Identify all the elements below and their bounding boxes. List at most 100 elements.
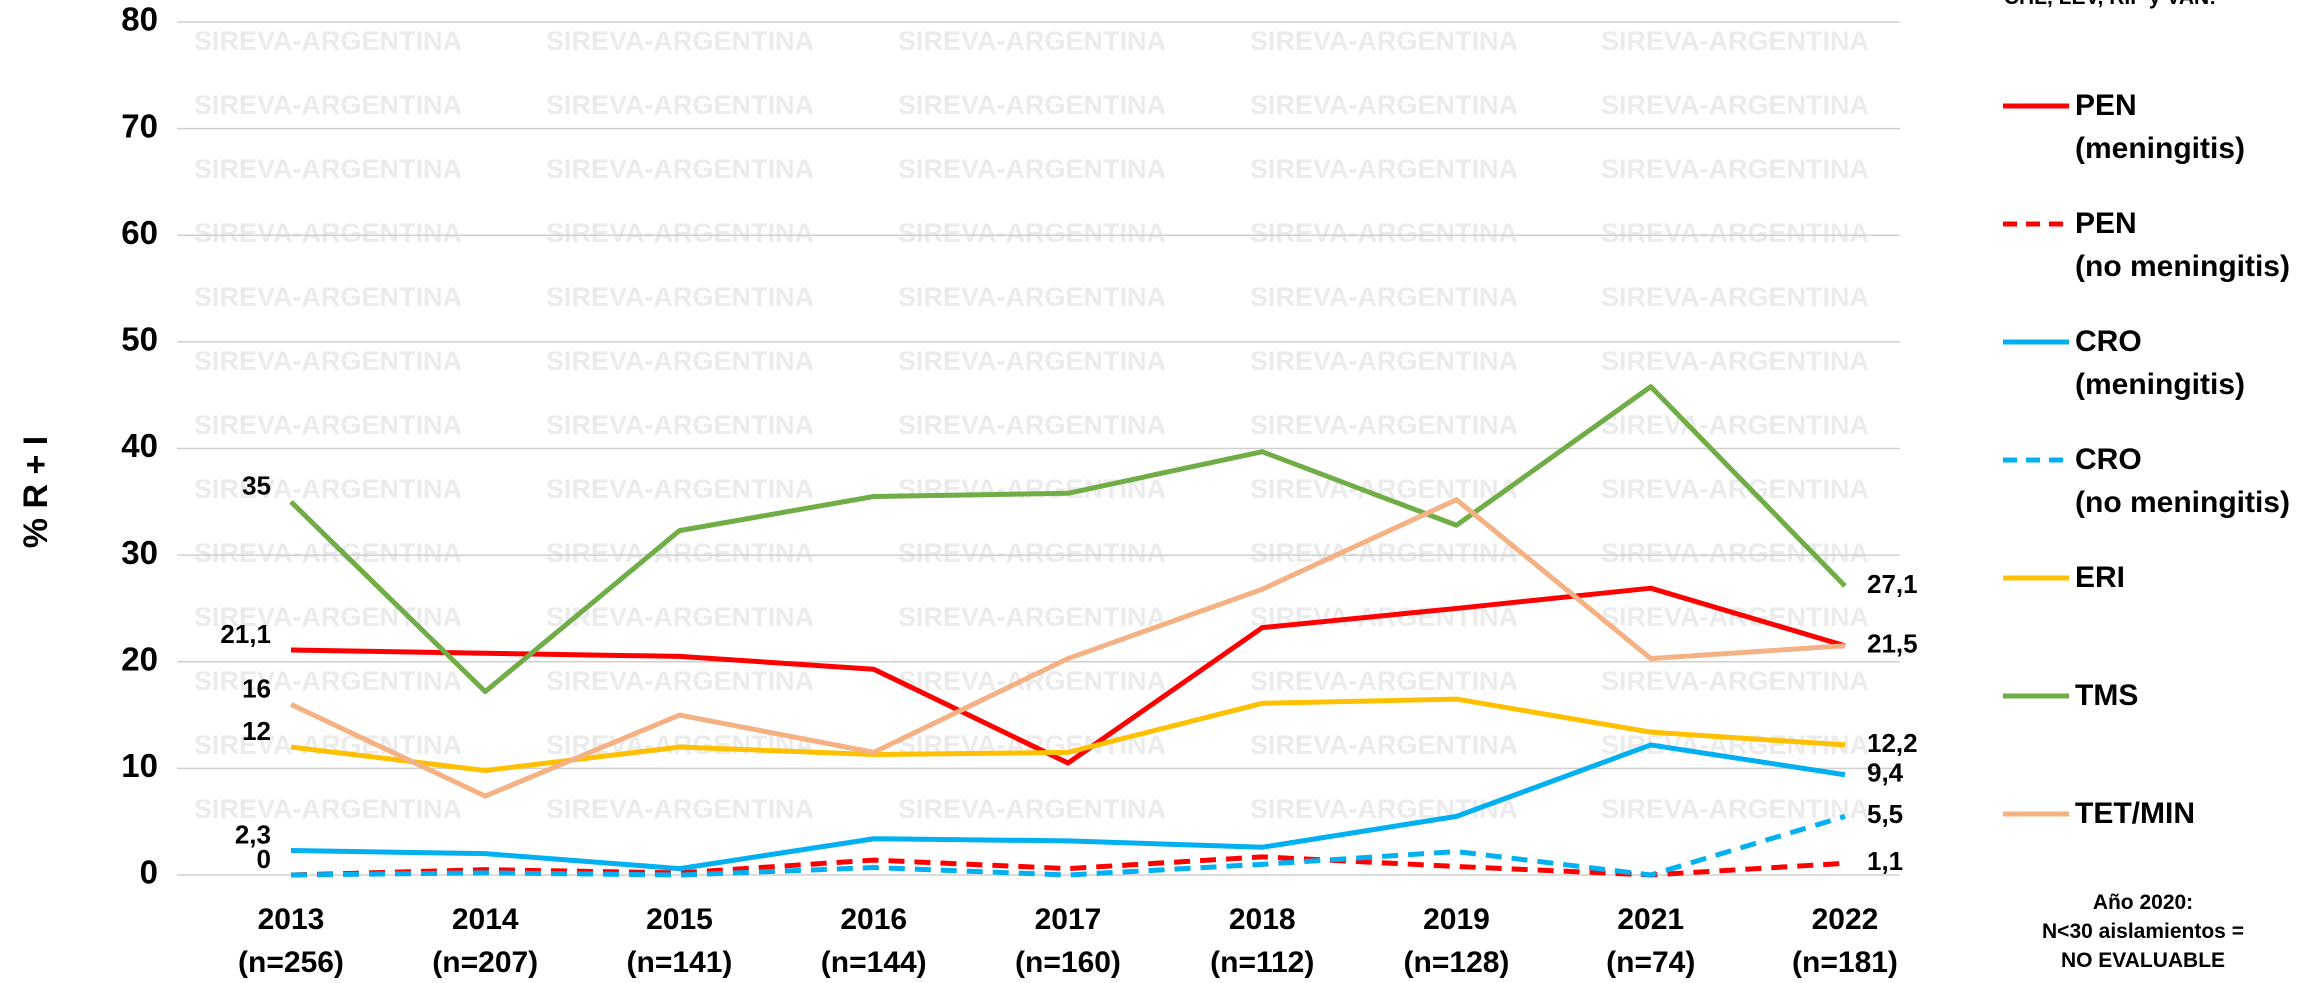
- watermark: SIREVA-ARGENTINA: [194, 794, 462, 824]
- watermark: SIREVA-ARGENTINA: [898, 218, 1166, 248]
- watermark: SIREVA-ARGENTINA: [1601, 666, 1869, 696]
- watermark: SIREVA-ARGENTINA: [898, 90, 1166, 120]
- data-label: 2,3: [235, 819, 271, 849]
- watermark: SIREVA-ARGENTINA: [194, 474, 462, 504]
- watermark: SIREVA-ARGENTINA: [1250, 410, 1518, 440]
- watermark: SIREVA-ARGENTINA: [1601, 26, 1869, 56]
- legend-label: PEN (meningitis): [2075, 89, 2245, 165]
- series-line: [289, 497, 1846, 799]
- legend-title: CHL, LEV, RIF y VAN:: [1960, 0, 2260, 10]
- y-tick-label: 40: [121, 427, 158, 464]
- watermark: SIREVA-ARGENTINA: [546, 26, 814, 56]
- watermark: SIREVA-ARGENTINA: [1601, 602, 1869, 632]
- legend-label: CRO (no meningitis): [2075, 443, 2290, 519]
- watermark: SIREVA-ARGENTINA: [194, 282, 462, 312]
- data-label: 21,1: [220, 619, 271, 649]
- watermark: SIREVA-ARGENTINA: [546, 794, 814, 824]
- watermark: SIREVA-ARGENTINA: [1601, 474, 1869, 504]
- y-tick-label: 10: [121, 747, 158, 784]
- x-tick-label: 2014 (n=207): [432, 903, 539, 979]
- watermark: SIREVA-ARGENTINA: [898, 538, 1166, 568]
- watermark: SIREVA-ARGENTINA: [546, 282, 814, 312]
- data-label: 16: [242, 673, 271, 703]
- x-tick-label: 2015 (n=141): [626, 903, 733, 979]
- watermark: SIREVA-ARGENTINA: [898, 346, 1166, 376]
- watermark: SIREVA-ARGENTINA: [898, 410, 1166, 440]
- watermark: SIREVA-ARGENTINA: [194, 154, 462, 184]
- y-tick-label: 0: [140, 854, 158, 891]
- watermark: SIREVA-ARGENTINA: [898, 602, 1166, 632]
- watermark: SIREVA-ARGENTINA: [194, 218, 462, 248]
- watermark: SIREVA-ARGENTINA: [546, 474, 814, 504]
- watermark: SIREVA-ARGENTINA: [1601, 154, 1869, 184]
- watermark: SIREVA-ARGENTINA: [1601, 282, 1869, 312]
- watermark: SIREVA-ARGENTINA: [898, 794, 1166, 824]
- data-label: 21,5: [1867, 629, 1918, 659]
- watermark: SIREVA-ARGENTINA: [1250, 218, 1518, 248]
- data-label: 12: [242, 716, 271, 746]
- watermark: SIREVA-ARGENTINA: [1601, 410, 1869, 440]
- watermark: SIREVA-ARGENTINA: [546, 346, 814, 376]
- data-label: 27,1: [1867, 569, 1918, 599]
- data-label: 5,5: [1867, 799, 1903, 829]
- watermark: SIREVA-ARGENTINA: [1250, 154, 1518, 184]
- watermark: SIREVA-ARGENTINA: [194, 666, 462, 696]
- legend-label: TMS: [2075, 679, 2139, 712]
- x-tick-label: 2016 (n=144): [820, 903, 927, 979]
- watermark: SIREVA-ARGENTINA: [194, 538, 462, 568]
- watermark: SIREVA-ARGENTINA: [1601, 90, 1869, 120]
- legend-label: PEN (no meningitis): [2075, 207, 2290, 283]
- watermark: SIREVA-ARGENTINA: [1250, 26, 1518, 56]
- watermark: SIREVA-ARGENTINA: [194, 90, 462, 120]
- legend-label: ERI: [2075, 561, 2126, 594]
- series-line: [290, 585, 1846, 766]
- x-tick-label: 2018 (n=112): [1210, 903, 1315, 979]
- watermark: SIREVA-ARGENTINA: [1601, 538, 1869, 568]
- watermark: SIREVA-ARGENTINA: [194, 26, 462, 56]
- watermark: SIREVA-ARGENTINA: [194, 730, 462, 760]
- watermark: SIREVA-ARGENTINA: [898, 474, 1166, 504]
- y-axis-label: % R + I: [17, 436, 55, 548]
- watermark: SIREVA-ARGENTINA: [1250, 346, 1518, 376]
- series-line: [290, 696, 1846, 774]
- watermark: SIREVA-ARGENTINA: [898, 666, 1166, 696]
- y-tick-label: 20: [121, 640, 158, 677]
- watermark: SIREVA-ARGENTINA: [1250, 90, 1518, 120]
- watermark: SIREVA-ARGENTINA: [1601, 346, 1869, 376]
- watermark: SIREVA-ARGENTINA: [898, 282, 1166, 312]
- y-tick-label: 60: [121, 214, 158, 251]
- data-label: 1,1: [1867, 846, 1903, 876]
- note: Año 2020: N<30 aislamientos = NO EVALUAB…: [2042, 891, 2244, 972]
- watermark: SIREVA-ARGENTINA: [1250, 730, 1518, 760]
- data-label: 35: [242, 471, 271, 501]
- watermark: SIREVA-ARGENTINA: [546, 90, 814, 120]
- y-tick-label: 50: [121, 321, 158, 358]
- series-line: [290, 742, 1846, 872]
- watermark: SIREVA-ARGENTINA: [546, 538, 814, 568]
- y-tick-label: 80: [121, 1, 158, 38]
- x-tick-label: 2017 (n=160): [1015, 903, 1121, 979]
- watermark: SIREVA-ARGENTINA: [1601, 794, 1869, 824]
- watermark: SIREVA-ARGENTINA: [898, 26, 1166, 56]
- watermark: SIREVA-ARGENTINA: [546, 218, 814, 248]
- watermark: SIREVA-ARGENTINA: [546, 666, 814, 696]
- y-tick-label: 70: [121, 107, 158, 144]
- legend-label: CRO (meningitis): [2075, 325, 2245, 401]
- watermark: SIREVA-ARGENTINA: [194, 346, 462, 376]
- data-label: 0: [257, 844, 271, 874]
- data-label: 9,4: [1867, 758, 1904, 788]
- watermark: SIREVA-ARGENTINA: [1250, 666, 1518, 696]
- watermark: SIREVA-ARGENTINA: [1250, 282, 1518, 312]
- x-tick-label: 2022 (n=181): [1792, 903, 1898, 979]
- y-tick-label: 30: [121, 534, 158, 571]
- watermark: SIREVA-ARGENTINA: [546, 410, 814, 440]
- x-tick-label: 2019 (n=128): [1403, 903, 1510, 979]
- watermark: SIREVA-ARGENTINA: [1601, 218, 1869, 248]
- x-tick-label: 2013 (n=256): [238, 903, 344, 979]
- series-line: [290, 854, 1846, 878]
- legend-label: TET/MIN: [2075, 797, 2195, 830]
- watermark: SIREVA-ARGENTINA: [898, 154, 1166, 184]
- watermark: SIREVA-ARGENTINA: [194, 410, 462, 440]
